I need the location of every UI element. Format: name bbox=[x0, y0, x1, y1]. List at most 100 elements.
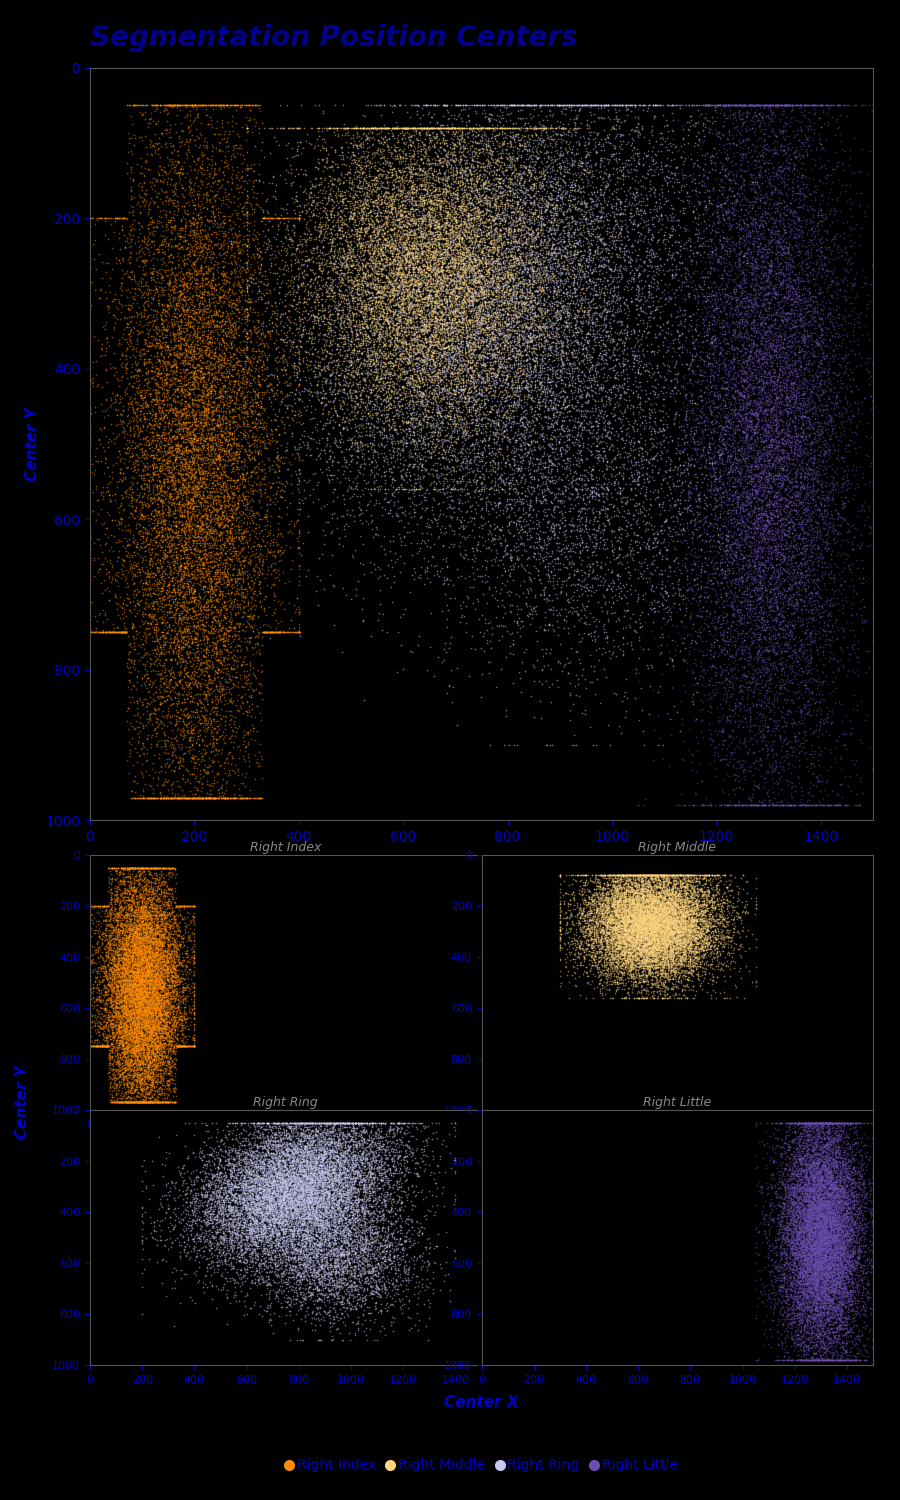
Point bbox=[817, 1340, 832, 1364]
Point bbox=[805, 387, 819, 411]
Point bbox=[269, 1161, 284, 1185]
Point bbox=[89, 1030, 104, 1054]
Point bbox=[807, 1275, 822, 1299]
Point bbox=[687, 906, 701, 930]
Point bbox=[350, 178, 365, 203]
Point bbox=[396, 159, 410, 183]
Point bbox=[240, 690, 255, 714]
Point bbox=[630, 904, 644, 928]
Point bbox=[631, 928, 645, 952]
Point bbox=[836, 1114, 850, 1138]
Point bbox=[626, 957, 641, 981]
Point bbox=[411, 333, 426, 357]
Point bbox=[173, 456, 187, 480]
Point bbox=[619, 489, 634, 513]
Point bbox=[653, 903, 668, 927]
Point bbox=[167, 939, 182, 963]
Point bbox=[734, 238, 748, 262]
Point bbox=[704, 952, 718, 976]
Point bbox=[634, 963, 648, 987]
Point bbox=[825, 188, 840, 211]
Point bbox=[670, 918, 684, 942]
Point bbox=[283, 364, 297, 388]
Point bbox=[292, 358, 306, 382]
Point bbox=[165, 465, 179, 489]
Point bbox=[650, 864, 664, 888]
Point bbox=[519, 348, 534, 372]
Point bbox=[860, 291, 875, 315]
Point bbox=[575, 531, 590, 555]
Point bbox=[111, 957, 125, 981]
Point bbox=[820, 1256, 834, 1280]
Point bbox=[484, 153, 499, 177]
Point bbox=[585, 251, 599, 274]
Point bbox=[282, 1186, 296, 1210]
Point bbox=[814, 1281, 829, 1305]
Point bbox=[462, 156, 476, 180]
Point bbox=[314, 1114, 328, 1138]
Point bbox=[168, 477, 183, 501]
Point bbox=[568, 211, 582, 236]
Point bbox=[788, 1172, 802, 1196]
Point bbox=[796, 1242, 811, 1266]
Point bbox=[334, 1208, 348, 1231]
Point bbox=[602, 290, 616, 314]
Point bbox=[216, 1188, 230, 1212]
Point bbox=[186, 468, 201, 492]
Point bbox=[778, 362, 793, 386]
Point bbox=[538, 308, 553, 332]
Point bbox=[391, 1178, 405, 1202]
Point bbox=[493, 286, 508, 310]
Point bbox=[410, 266, 425, 290]
Point bbox=[271, 1233, 285, 1257]
Point bbox=[140, 988, 155, 1012]
Point bbox=[788, 729, 803, 753]
Point bbox=[673, 864, 688, 888]
Point bbox=[826, 384, 841, 408]
Point bbox=[534, 327, 548, 351]
Point bbox=[122, 1035, 136, 1059]
Point bbox=[716, 927, 731, 951]
Point bbox=[854, 1152, 868, 1176]
Point bbox=[724, 670, 739, 694]
Point bbox=[799, 1142, 814, 1166]
Point bbox=[128, 528, 142, 552]
Point bbox=[363, 198, 377, 222]
Point bbox=[231, 372, 246, 396]
Point bbox=[346, 1222, 361, 1246]
Point bbox=[391, 190, 405, 214]
Point bbox=[392, 328, 407, 352]
Point bbox=[327, 1191, 341, 1215]
Point bbox=[301, 1131, 315, 1155]
Point bbox=[783, 507, 797, 531]
Point bbox=[807, 1330, 822, 1354]
Point bbox=[283, 1173, 297, 1197]
Point bbox=[554, 506, 569, 530]
Point bbox=[804, 1203, 818, 1227]
Point bbox=[143, 999, 157, 1023]
Point bbox=[856, 1257, 870, 1281]
Point bbox=[226, 532, 240, 556]
Point bbox=[336, 270, 350, 294]
Point bbox=[824, 1215, 839, 1239]
Point bbox=[177, 1234, 192, 1258]
Point bbox=[857, 272, 871, 296]
Point bbox=[463, 226, 477, 251]
Point bbox=[503, 594, 517, 618]
Point bbox=[99, 1014, 113, 1038]
Point bbox=[447, 372, 462, 396]
Point bbox=[815, 309, 830, 333]
Point bbox=[159, 447, 174, 471]
Point bbox=[252, 564, 266, 588]
Point bbox=[352, 1188, 366, 1212]
Point bbox=[230, 1226, 244, 1250]
Point bbox=[674, 933, 688, 957]
Point bbox=[758, 211, 772, 236]
Point bbox=[319, 1215, 333, 1239]
Point bbox=[822, 794, 836, 818]
Point bbox=[212, 1176, 226, 1200]
Point bbox=[481, 129, 495, 153]
Point bbox=[458, 456, 473, 480]
Point bbox=[223, 588, 238, 612]
Point bbox=[555, 254, 570, 278]
